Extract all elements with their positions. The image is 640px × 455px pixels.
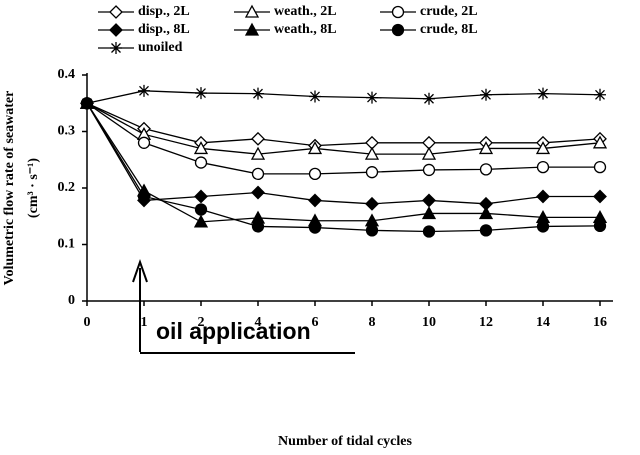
point (251, 220, 265, 233)
series-line (86, 102, 601, 147)
y-axis-label: Volumetric flow rate of seawater (2, 91, 17, 286)
point (421, 146, 437, 160)
series-line (86, 102, 600, 175)
point (251, 167, 265, 181)
point (137, 136, 151, 149)
arrow-head (132, 258, 148, 283)
legend-marker (109, 23, 123, 37)
legend-label: crude, 2L (420, 4, 478, 19)
point (307, 141, 323, 155)
point (593, 189, 607, 204)
y-tick-label: 0.1 (58, 237, 76, 252)
legend-label: disp., 8L (138, 22, 190, 37)
x-tick-label: 12 (479, 315, 493, 330)
point (252, 87, 264, 100)
point (81, 97, 93, 110)
x-tick-label: 2 (198, 315, 205, 330)
point (480, 88, 492, 101)
y-tick-label: 0.3 (58, 124, 76, 139)
point (137, 190, 151, 203)
x-tick-label: 6 (312, 315, 319, 330)
series-line (86, 102, 600, 223)
point (250, 146, 266, 160)
point (364, 146, 380, 160)
series-line (86, 102, 600, 205)
point (193, 141, 209, 155)
legend-label: weath., 8L (274, 22, 337, 37)
legend-label: disp., 2L (138, 4, 190, 19)
point (251, 185, 265, 200)
x-tick-label: 16 (593, 315, 607, 330)
point (365, 196, 379, 211)
point (365, 224, 379, 237)
point (193, 214, 209, 228)
x-tick-label: 0 (84, 315, 91, 330)
series-line (86, 102, 601, 233)
legend-marker (244, 4, 260, 18)
point (422, 163, 436, 177)
point (593, 160, 607, 174)
point (535, 141, 551, 155)
x-axis-label: Number of tidal cycles (278, 434, 412, 449)
point (421, 206, 437, 220)
point (308, 167, 322, 181)
point (308, 221, 322, 234)
point (308, 193, 322, 208)
annotation: oil application (156, 318, 311, 344)
point (366, 91, 378, 104)
x-tick-label: 14 (536, 315, 550, 330)
legend-marker (391, 23, 405, 37)
y-tick-label: 0 (68, 293, 75, 308)
point (479, 224, 493, 237)
legend-marker (391, 5, 405, 19)
point (194, 203, 208, 216)
point (592, 135, 608, 149)
point (478, 206, 494, 220)
legend-marker (109, 5, 123, 19)
legend-label: crude, 8L (420, 22, 478, 37)
legend-label: weath., 2L (274, 4, 337, 19)
point (251, 131, 265, 146)
x-tick-label: 8 (369, 315, 376, 330)
series-line (86, 102, 601, 155)
point (195, 87, 207, 100)
point (479, 163, 493, 176)
point (537, 87, 549, 100)
point (593, 219, 607, 233)
point (194, 156, 208, 169)
y-tick-label: 0.2 (58, 180, 76, 195)
point (422, 225, 436, 238)
point (194, 189, 208, 204)
point (536, 189, 550, 204)
legend-marker (110, 42, 122, 54)
series-line (86, 90, 601, 104)
point (138, 84, 150, 97)
point (594, 88, 606, 101)
point (536, 160, 550, 174)
point (423, 92, 435, 105)
legend-marker (244, 22, 260, 36)
point (422, 193, 436, 208)
x-tick-label: 4 (255, 315, 262, 330)
y-axis-label: (cm³ · s⁻¹) (26, 158, 41, 218)
point (536, 220, 550, 233)
y-tick-label: 0.4 (58, 67, 76, 82)
point (365, 166, 379, 179)
point (309, 90, 321, 103)
legend-label: unoiled (138, 40, 183, 55)
point (478, 141, 494, 155)
x-tick-label: 10 (422, 315, 436, 330)
x-tick-label: 1 (141, 315, 148, 330)
